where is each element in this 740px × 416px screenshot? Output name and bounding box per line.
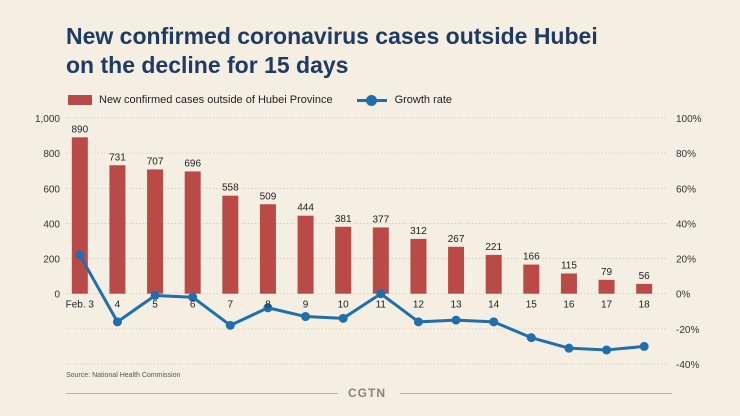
bar-value-label: 166 <box>523 252 540 263</box>
x-tick-label: 13 <box>451 300 463 311</box>
chart-title: New confirmed coronavirus cases outside … <box>66 22 686 80</box>
bar <box>335 226 352 294</box>
left-axis-tick-label: 0 <box>54 290 60 301</box>
x-tick-label: 15 <box>526 300 538 311</box>
bar <box>259 204 276 294</box>
bar-value-label: 381 <box>335 214 352 225</box>
growth-rate-point <box>112 317 122 327</box>
bar-value-label: 558 <box>222 183 239 194</box>
bar-value-label: 79 <box>601 267 613 278</box>
legend-line-label: Growth rate <box>394 94 453 106</box>
growth-rate-point <box>188 292 198 302</box>
growth-rate-point <box>301 312 311 322</box>
bar-value-label: 377 <box>372 214 389 225</box>
left-axis-tick-label: 200 <box>43 255 60 266</box>
x-tick-label: 14 <box>488 300 500 311</box>
brand-divider-left <box>66 393 338 394</box>
bar-value-label: 707 <box>147 156 164 167</box>
bar-layer <box>71 137 653 294</box>
bar-value-label: 696 <box>184 158 201 169</box>
bar <box>109 165 126 294</box>
bar-value-label: 890 <box>71 124 88 135</box>
right-axis-tick-label: -40% <box>676 360 699 371</box>
legend-line-swatch <box>356 94 387 106</box>
x-tick-label: 8 <box>265 300 271 311</box>
growth-rate-point <box>150 290 160 300</box>
right-axis-tick-label: 60% <box>676 184 696 195</box>
line-layer <box>75 250 649 355</box>
growth-rate-point <box>225 320 235 330</box>
brand-logo: CGTN <box>348 386 386 400</box>
chart-legend: New confirmed cases outside of Hubei Pro… <box>68 94 452 106</box>
bar <box>297 215 314 294</box>
growth-rate-point <box>75 250 85 260</box>
x-tick-label: 6 <box>190 300 196 311</box>
bar-value-label: 56 <box>639 271 651 282</box>
label-layer: -40% -20% 0% 20% 40% 60% 80% 100% 0 200 400 600 800 1… <box>35 114 702 371</box>
x-tick-label: 9 <box>303 300 309 311</box>
growth-rate-point <box>263 303 273 313</box>
legend-bar-swatch <box>68 95 92 105</box>
growth-rate-point <box>489 317 499 327</box>
x-tick-label: 5 <box>152 300 158 311</box>
bar <box>560 273 577 294</box>
bar <box>222 195 239 294</box>
growth-rate-line <box>78 254 645 352</box>
bar-value-label: 509 <box>260 191 277 202</box>
bar <box>485 254 502 294</box>
x-tick-label: 12 <box>413 300 425 311</box>
right-axis-tick-label: 0% <box>676 290 691 301</box>
bar <box>523 264 540 294</box>
x-tick-label: 7 <box>228 300 234 311</box>
growth-rate-point <box>338 313 348 323</box>
bar <box>147 169 164 294</box>
bar-value-label: 312 <box>410 226 427 237</box>
x-tick-label: 4 <box>115 300 121 311</box>
bar <box>184 171 201 294</box>
x-tick-label: 11 <box>376 300 387 311</box>
grid-layer <box>66 117 668 365</box>
x-tick-label: Feb. 3 <box>66 300 95 311</box>
right-axis-tick-label: 20% <box>676 255 696 266</box>
bar-value-label: 267 <box>448 234 465 245</box>
x-tick-label: 18 <box>639 300 651 311</box>
right-axis-tick-label: -20% <box>676 325 699 336</box>
growth-rate-point <box>451 315 461 325</box>
left-axis-tick-label: 800 <box>43 149 60 160</box>
x-tick-label: 10 <box>338 300 350 311</box>
bar <box>410 238 427 294</box>
chart-title-line1: New confirmed coronavirus cases outside … <box>66 23 598 49</box>
right-axis-tick-label: 80% <box>676 149 696 160</box>
brand-divider-right <box>400 393 672 394</box>
source-note: Source: National Health Commission <box>66 372 181 379</box>
growth-rate-point <box>526 333 536 343</box>
chart-title-line2: on the decline for 15 days <box>66 52 349 78</box>
growth-rate-point <box>602 345 612 355</box>
bar <box>71 137 88 294</box>
growth-rate-point <box>376 289 386 299</box>
bar <box>448 246 465 294</box>
growth-rate-point <box>413 317 423 327</box>
bar <box>598 279 615 294</box>
bar-value-label: 115 <box>561 261 577 272</box>
left-axis-tick-label: 400 <box>43 219 60 230</box>
left-axis-tick-label: 600 <box>43 184 60 195</box>
bar <box>372 227 389 294</box>
bar <box>636 283 653 294</box>
growth-rate-point <box>639 341 649 351</box>
bar-value-label: 444 <box>297 203 314 214</box>
x-tick-label: 17 <box>601 300 613 311</box>
x-tick-label: 16 <box>563 300 575 311</box>
right-axis-tick-label: 100% <box>676 114 702 125</box>
bar-value-label: 221 <box>485 242 502 253</box>
right-axis-tick-label: 40% <box>676 219 696 230</box>
bar-value-label: 731 <box>109 152 126 163</box>
growth-rate-point <box>564 343 574 353</box>
legend-bar-label: New confirmed cases outside of Hubei Pro… <box>99 94 333 106</box>
left-axis-tick-label: 1,000 <box>35 114 60 125</box>
